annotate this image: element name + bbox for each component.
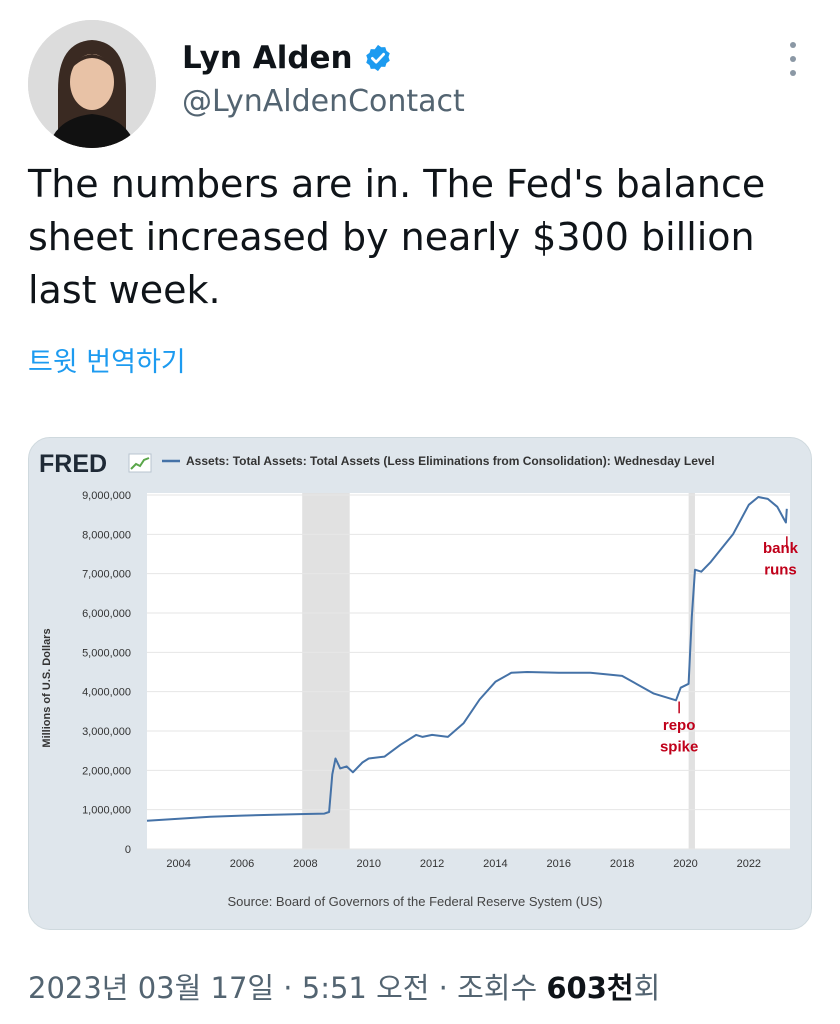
fred-logo: FRED	[39, 450, 107, 478]
fred-logo-icon	[128, 453, 152, 473]
x-tick-label: 2010	[356, 858, 380, 870]
tweet-timestamp[interactable]: 2023년 03월 17일 · 5:51 오전 · 조회수 603천회	[28, 971, 661, 1005]
y-tick-label: 4,000,000	[82, 687, 131, 699]
y-tick-label: 6,000,000	[82, 608, 131, 620]
y-tick-label: 1,000,000	[82, 805, 131, 817]
x-tick-label: 2014	[483, 858, 507, 870]
user-handle[interactable]: @LynAldenContact	[182, 84, 465, 119]
tweet-time: 5:51 오전	[301, 971, 430, 1005]
chart-source: Source: Board of Governors of the Federa…	[228, 894, 603, 909]
user-name-row: Lyn Alden	[182, 40, 393, 76]
chart-annotation: runs	[764, 562, 797, 579]
y-tick-label: 3,000,000	[82, 726, 131, 738]
views-suffix: 회	[633, 971, 661, 1005]
x-tick-label: 2006	[230, 858, 254, 870]
tweet-date: 2023년 03월 17일	[28, 971, 275, 1005]
more-options-icon[interactable]	[784, 42, 802, 76]
y-tick-label: 9,000,000	[82, 490, 131, 502]
x-tick-label: 2020	[673, 858, 697, 870]
recession-shade	[302, 493, 350, 849]
y-tick-label: 0	[125, 844, 131, 856]
y-axis-label: Millions of U.S. Dollars	[41, 628, 53, 747]
x-tick-label: 2012	[420, 858, 444, 870]
translate-link[interactable]: 트윗 번역하기	[28, 347, 186, 378]
legend-label: Assets: Total Assets: Total Assets (Less…	[186, 454, 715, 468]
recession-shade	[688, 493, 695, 849]
tweet-text: The numbers are in. The Fed's balance sh…	[28, 162, 766, 312]
display-name[interactable]: Lyn Alden	[182, 40, 353, 76]
tweet-media[interactable]: FRED Assets: Total Assets: Total Assets …	[28, 437, 812, 930]
plot-area	[147, 493, 790, 849]
avatar-image	[28, 20, 156, 148]
y-tick-label: 5,000,000	[82, 647, 131, 659]
chart-annotation: spike	[660, 739, 698, 756]
x-tick-label: 2004	[166, 858, 190, 870]
series-line	[146, 496, 788, 822]
views-count: 603천	[546, 971, 634, 1005]
x-tick-label: 2016	[547, 858, 571, 870]
avatar[interactable]	[28, 20, 156, 148]
chart-annotation: bank	[763, 540, 799, 557]
y-tick-label: 8,000,000	[82, 529, 131, 541]
chart-annotation: repo	[663, 717, 696, 734]
fred-chart: FRED Assets: Total Assets: Total Assets …	[39, 450, 799, 909]
y-tick-label: 2,000,000	[82, 765, 131, 777]
y-tick-label: 7,000,000	[82, 569, 131, 581]
x-tick-label: 2018	[610, 858, 634, 870]
verified-badge-icon	[363, 43, 393, 73]
views-label: 조회수	[457, 971, 538, 1005]
x-tick-label: 2022	[737, 858, 761, 870]
x-tick-label: 2008	[293, 858, 317, 870]
